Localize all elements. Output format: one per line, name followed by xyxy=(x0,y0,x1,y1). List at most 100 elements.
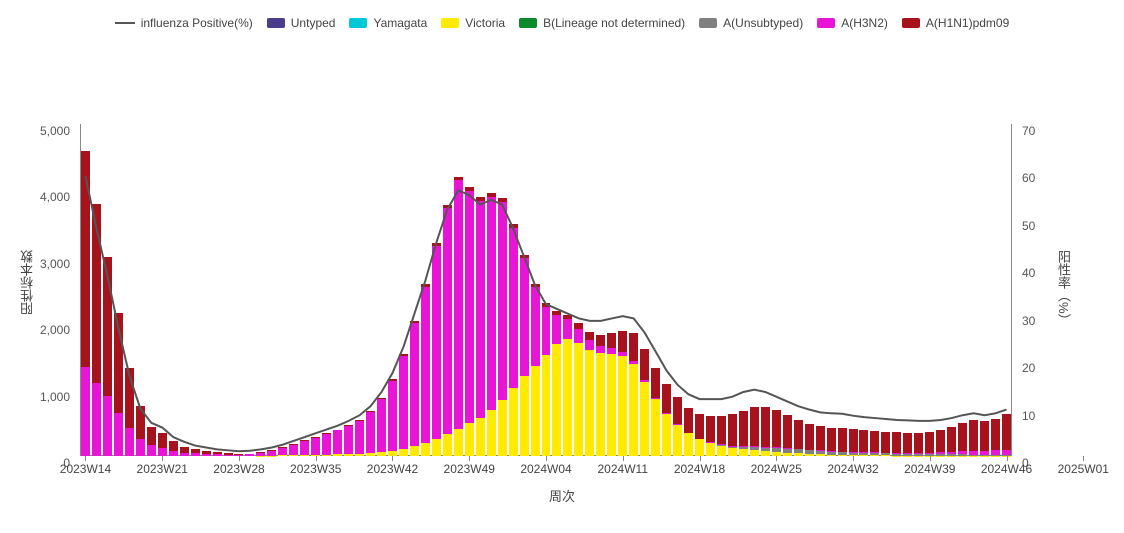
bar-column xyxy=(596,335,605,456)
x-tick xyxy=(162,456,163,461)
bar-column xyxy=(816,426,825,456)
bar-segment-victoria xyxy=(410,446,419,456)
bar-segment-h1n1 xyxy=(585,332,594,340)
bar-segment-victoria xyxy=(443,434,452,456)
bar-segment-h3n2 xyxy=(388,381,397,451)
x-tick xyxy=(392,456,393,461)
bar-column xyxy=(278,447,287,456)
legend-item[interactable]: Yamagata xyxy=(349,16,427,30)
bar-column xyxy=(498,198,507,456)
x-tick xyxy=(776,456,777,461)
bar-segment-h3n2 xyxy=(158,448,167,456)
bar-column xyxy=(673,397,682,456)
bar-segment-h1n1 xyxy=(750,407,759,447)
bar-segment-h1n1 xyxy=(136,406,145,439)
legend-item[interactable]: Victoria xyxy=(441,16,505,30)
bar-segment-h1n1 xyxy=(618,331,627,353)
bar-segment-victoria xyxy=(706,443,715,456)
x-tick-label: 2024W32 xyxy=(827,462,878,476)
bar-column xyxy=(322,433,331,456)
bar-segment-h1n1 xyxy=(991,419,1000,451)
bar-column xyxy=(421,284,430,456)
bar-column xyxy=(892,432,901,456)
bar-column xyxy=(739,411,748,456)
x-tick-label: 2024W25 xyxy=(751,462,802,476)
bar-column xyxy=(432,243,441,456)
y-right-tick-label: 30 xyxy=(1022,314,1035,328)
plot-area: 2023W142023W212023W282023W352023W422023W… xyxy=(80,124,1012,456)
bar-segment-victoria xyxy=(454,429,463,456)
legend-swatch xyxy=(902,18,920,28)
bar-column xyxy=(651,368,660,456)
bar-segment-h1n1 xyxy=(695,414,704,439)
bar-segment-h3n2 xyxy=(542,307,551,355)
bar-segment-victoria xyxy=(476,418,485,457)
y-right-tick-label: 20 xyxy=(1022,361,1035,375)
x-tick xyxy=(1007,456,1008,461)
bar-segment-victoria xyxy=(465,423,474,456)
bar-segment-h1n1 xyxy=(903,433,912,453)
bar-segment-victoria xyxy=(399,449,408,456)
bar-column xyxy=(465,187,474,456)
bar-column xyxy=(147,427,156,456)
y-left-tick-label: 2,000 xyxy=(40,323,70,337)
bar-segment-h1n1 xyxy=(92,204,101,383)
legend-item[interactable]: B(Lineage not determined) xyxy=(519,16,685,30)
x-tick xyxy=(700,456,701,461)
legend-label: Yamagata xyxy=(373,16,427,30)
bar-segment-victoria xyxy=(563,339,572,456)
legend-item[interactable]: A(H1N1)pdm09 xyxy=(902,16,1009,30)
bar-segment-h3n2 xyxy=(421,287,430,443)
bar-segment-h3n2 xyxy=(147,445,156,456)
x-tick-label: 2023W28 xyxy=(213,462,264,476)
influenza-chart: influenza Positive(%) Untyped Yamagata Vict… xyxy=(0,0,1124,533)
bar-segment-victoria xyxy=(552,344,561,456)
bar-segment-victoria xyxy=(728,448,737,456)
bar-segment-h1n1 xyxy=(947,427,956,452)
bar-segment-victoria xyxy=(520,376,529,456)
bar-column xyxy=(311,437,320,456)
bar-column xyxy=(344,425,353,456)
bar-segment-h1n1 xyxy=(838,428,847,452)
bar-column xyxy=(629,333,638,456)
bar-segment-h1n1 xyxy=(849,429,858,452)
bar-segment-victoria xyxy=(487,410,496,456)
bar-column xyxy=(805,424,814,456)
bar-segment-h1n1 xyxy=(1002,414,1011,450)
bar-column xyxy=(607,333,616,456)
bar-segment-h3n2 xyxy=(333,430,342,454)
bar-segment-h3n2 xyxy=(300,441,309,455)
bar-segment-victoria xyxy=(684,433,693,456)
bar-segment-h1n1 xyxy=(706,416,715,442)
legend-item[interactable]: A(Unsubtyped) xyxy=(699,16,803,30)
bar-segment-victoria xyxy=(739,449,748,456)
bar-segment-h3n2 xyxy=(81,367,90,456)
bar-column xyxy=(410,321,419,456)
bar-column xyxy=(531,284,540,456)
bar-column xyxy=(443,205,452,456)
x-tick-label: 2024W39 xyxy=(904,462,955,476)
bar-segment-victoria xyxy=(618,356,627,456)
legend-item[interactable]: Untyped xyxy=(267,16,336,30)
bar-segment-victoria xyxy=(574,343,583,456)
bar-segment-h3n2 xyxy=(125,428,134,456)
bar-column xyxy=(794,420,803,456)
bar-segment-h1n1 xyxy=(81,151,90,367)
bar-column xyxy=(191,449,200,456)
bar-segment-h1n1 xyxy=(651,368,660,398)
x-tick xyxy=(316,456,317,461)
bar-column xyxy=(563,315,572,456)
bar-segment-victoria xyxy=(585,350,594,456)
bar-segment-victoria xyxy=(542,355,551,456)
legend-item[interactable]: A(H3N2) xyxy=(817,16,888,30)
y-left-tick-label: 5,000 xyxy=(40,124,70,138)
bar-segment-h3n2 xyxy=(476,201,485,417)
bar-column xyxy=(695,414,704,456)
bar-segment-h1n1 xyxy=(728,414,737,446)
legend-item[interactable]: influenza Positive(%) xyxy=(115,16,253,30)
bar-column xyxy=(980,421,989,456)
bar-column xyxy=(936,430,945,456)
bar-segment-h3n2 xyxy=(311,438,320,455)
bar-segment-h1n1 xyxy=(827,428,836,451)
x-tick xyxy=(546,456,547,461)
